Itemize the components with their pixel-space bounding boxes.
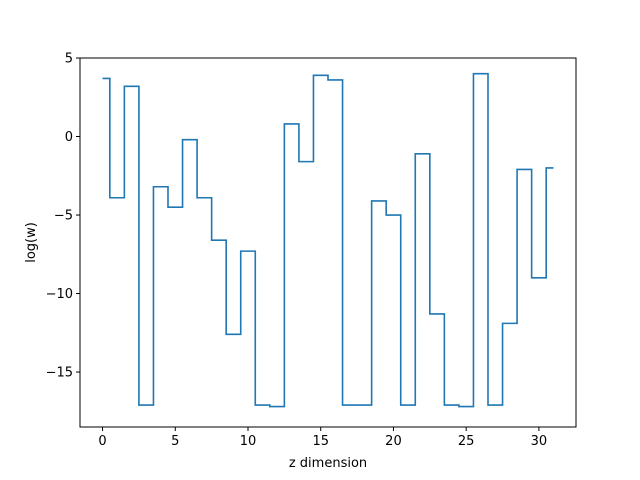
x-tick-label: 25	[458, 434, 475, 449]
plot-background	[80, 58, 576, 427]
plot-frame	[79, 57, 577, 428]
x-tick-label: 10	[240, 434, 257, 449]
y-axis: 5 0 −5 −10 −15	[46, 52, 80, 381]
x-tick-label: 20	[385, 434, 402, 449]
y-axis-label: log(w)	[24, 222, 39, 263]
y-tick-label: −10	[46, 287, 73, 302]
y-tick-label: −5	[54, 209, 73, 224]
x-tick-label: 5	[171, 434, 179, 449]
series-line-0	[102, 72, 554, 408]
y-tick-label: 0	[65, 130, 73, 145]
x-axis-label: z dimension	[289, 456, 367, 471]
x-tick-label: 0	[98, 434, 106, 449]
series-layer	[102, 72, 554, 408]
y-tick-label: −15	[46, 366, 73, 381]
x-tick-label: 15	[312, 434, 329, 449]
x-axis: 0 5 10 15 20 25 30	[98, 427, 547, 449]
y-tick-label: 5	[65, 52, 73, 67]
x-tick-label: 30	[531, 434, 548, 449]
